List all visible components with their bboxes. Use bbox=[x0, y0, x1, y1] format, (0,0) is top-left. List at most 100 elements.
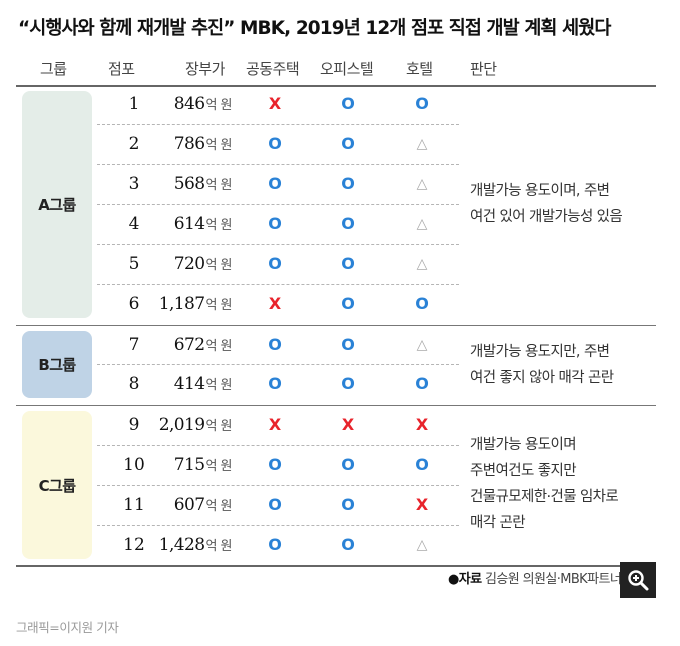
apartment-feasibility-mark: X bbox=[268, 415, 282, 434]
source-note: ●자료 김승원 의원실·MBK파트너스 bbox=[448, 568, 633, 587]
officetel-feasibility-mark: O bbox=[341, 335, 355, 354]
store-number: 6 bbox=[128, 294, 140, 314]
apartment-feasibility-mark: X bbox=[268, 294, 282, 313]
book-value: 715억 원 bbox=[140, 453, 233, 477]
book-value-unit: 억 원 bbox=[205, 539, 232, 554]
book-value-amount: 1,428 bbox=[158, 535, 205, 555]
store-number: 9 bbox=[128, 415, 140, 435]
group-a-judgment: 개발가능 용도이며, 주변 여건 있어 개발가능성 있음 bbox=[470, 183, 623, 225]
book-value-amount: 786 bbox=[173, 134, 205, 154]
hotel-feasibility-mark: △ bbox=[416, 176, 428, 192]
apartment-feasibility-mark: O bbox=[268, 254, 282, 273]
book-value-amount: 846 bbox=[173, 94, 205, 114]
apartment-feasibility-mark: O bbox=[268, 495, 282, 514]
book-value-amount: 614 bbox=[173, 214, 205, 234]
hotel-feasibility-mark: O bbox=[415, 455, 429, 474]
group-b-judgment: 개발가능 용도지만, 주변 여건 좋지 않아 매각 곤란 bbox=[470, 344, 614, 386]
apartment-feasibility-mark: O bbox=[268, 214, 282, 233]
store-number: 3 bbox=[128, 174, 140, 194]
officetel-feasibility-mark: O bbox=[341, 535, 355, 554]
hotel-feasibility-mark: △ bbox=[416, 537, 428, 553]
book-value-amount: 414 bbox=[173, 374, 205, 394]
hotel-feasibility-mark: △ bbox=[416, 256, 428, 272]
officetel-feasibility-mark: O bbox=[341, 94, 355, 113]
hotel-feasibility-mark: O bbox=[415, 94, 429, 113]
book-value: 568억 원 bbox=[140, 172, 233, 196]
officetel-feasibility-mark: O bbox=[341, 134, 355, 153]
officetel-feasibility-mark: O bbox=[341, 174, 355, 193]
hotel-feasibility-mark: X bbox=[415, 415, 429, 434]
row-divider bbox=[97, 164, 459, 165]
page-title: “시행사와 함께 재개발 추진” MBK, 2019년 12개 점포 직접 개발… bbox=[18, 18, 611, 39]
header-book-value: 장부가 bbox=[185, 60, 225, 78]
hotel-feasibility-mark: △ bbox=[416, 337, 428, 353]
store-number: 7 bbox=[128, 335, 140, 355]
apartment-feasibility-mark: O bbox=[268, 374, 282, 393]
header-officetel: 오피스텔 bbox=[320, 60, 374, 78]
book-value: 1,187억 원 bbox=[140, 292, 233, 316]
header-apartment: 공동주택 bbox=[246, 60, 300, 78]
officetel-feasibility-mark: O bbox=[341, 374, 355, 393]
book-value-unit: 억 원 bbox=[205, 258, 232, 273]
officetel-feasibility-mark: O bbox=[341, 294, 355, 313]
header-store: 점포 bbox=[108, 60, 135, 78]
row-divider bbox=[97, 525, 459, 526]
apartment-feasibility-mark: O bbox=[268, 335, 282, 354]
store-number: 8 bbox=[128, 374, 140, 394]
source-text: 김승원 의원실·MBK파트너스 bbox=[485, 572, 633, 587]
hotel-feasibility-mark: △ bbox=[416, 216, 428, 232]
book-value-amount: 715 bbox=[173, 455, 205, 475]
zoom-in-icon bbox=[628, 570, 649, 591]
book-value-unit: 억 원 bbox=[205, 218, 232, 233]
book-value-unit: 억 원 bbox=[205, 298, 232, 313]
book-value-unit: 억 원 bbox=[205, 339, 232, 354]
book-value: 614억 원 bbox=[140, 212, 233, 236]
hotel-feasibility-mark: O bbox=[415, 374, 429, 393]
row-divider bbox=[97, 485, 459, 486]
store-number: 11 bbox=[123, 495, 145, 515]
apartment-feasibility-mark: O bbox=[268, 134, 282, 153]
officetel-feasibility-mark: O bbox=[341, 254, 355, 273]
group-c-label: C그룹 bbox=[22, 411, 92, 559]
apartment-feasibility-mark: O bbox=[268, 455, 282, 474]
hotel-feasibility-mark: O bbox=[415, 294, 429, 313]
book-value-amount: 607 bbox=[173, 495, 205, 515]
book-value: 414억 원 bbox=[140, 372, 233, 396]
group-divider bbox=[16, 405, 656, 406]
book-value: 846억 원 bbox=[140, 92, 233, 116]
row-divider bbox=[97, 204, 459, 205]
graphic-credit: 그래픽=이지원 기자 bbox=[16, 620, 119, 635]
hotel-feasibility-mark: △ bbox=[416, 136, 428, 152]
header-hotel: 호텔 bbox=[406, 60, 433, 78]
store-number: 4 bbox=[128, 214, 140, 234]
store-number: 10 bbox=[123, 455, 145, 475]
apartment-feasibility-mark: O bbox=[268, 535, 282, 554]
book-value-unit: 억 원 bbox=[205, 138, 232, 153]
book-value-unit: 억 원 bbox=[205, 459, 232, 474]
row-divider bbox=[97, 364, 459, 365]
header-judgment: 판단 bbox=[470, 60, 497, 78]
group-b-label: B그룹 bbox=[22, 331, 92, 398]
book-value-amount: 568 bbox=[173, 174, 205, 194]
book-value: 607억 원 bbox=[140, 493, 233, 517]
book-value-unit: 억 원 bbox=[205, 419, 232, 434]
book-value-unit: 억 원 bbox=[205, 499, 232, 514]
row-divider bbox=[97, 124, 459, 125]
source-label: ●자료 bbox=[448, 572, 482, 587]
store-number: 1 bbox=[128, 94, 140, 114]
group-a-label: A그룹 bbox=[22, 91, 92, 318]
row-divider bbox=[97, 445, 459, 446]
store-number: 12 bbox=[123, 535, 145, 555]
book-value: 720억 원 bbox=[140, 252, 233, 276]
officetel-feasibility-mark: X bbox=[341, 415, 355, 434]
group-divider bbox=[16, 325, 656, 326]
table-top-rule bbox=[16, 85, 656, 87]
book-value-amount: 720 bbox=[173, 254, 205, 274]
zoom-button[interactable] bbox=[620, 562, 656, 598]
row-divider bbox=[97, 284, 459, 285]
table-bottom-rule bbox=[16, 565, 656, 567]
officetel-feasibility-mark: O bbox=[341, 214, 355, 233]
book-value: 1,428억 원 bbox=[140, 533, 233, 557]
book-value-unit: 억 원 bbox=[205, 378, 232, 393]
book-value: 786억 원 bbox=[140, 132, 233, 156]
